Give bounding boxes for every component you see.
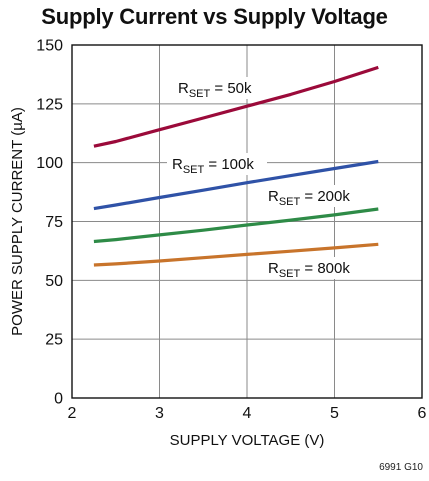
- series-label-1: RSET = 50k: [178, 80, 252, 100]
- labels: RSET = 50k RSET = 100k RSET = 200k RSET = 8…: [167, 77, 365, 280]
- x-tick-label: 5: [330, 405, 339, 422]
- series-label-bg: [173, 77, 263, 99]
- y-axis-title: POWER SUPPLY CURRENT (µA): [9, 107, 26, 336]
- y-tick-label: 25: [45, 332, 63, 349]
- axes: 2 3 4 5 6 0 25 50 75 100 125 150 SUPPLY VOLTAGE (V) P…: [9, 38, 427, 450]
- y-tick-label: 150: [36, 38, 63, 55]
- x-tick-label: 6: [418, 405, 427, 422]
- series-line-4: [93, 242, 379, 267]
- x-tick-label: 4: [243, 405, 252, 422]
- series-label-3: RSET = 200k: [268, 188, 350, 208]
- x-axis-title: SUPPLY VOLTAGE (V): [170, 432, 325, 449]
- series-line-1: [93, 65, 379, 148]
- figure-id: 6991 G10: [379, 462, 423, 473]
- series-label-2: RSET = 100k: [172, 156, 254, 176]
- x-tick-label: 3: [155, 405, 164, 422]
- series-layer: [93, 65, 379, 267]
- series-line-2: [93, 159, 379, 211]
- series-label-4: RSET = 800k: [268, 260, 350, 280]
- y-tick-label: 100: [36, 155, 63, 172]
- y-tick-label: 50: [45, 273, 63, 290]
- chart-title: Supply Current vs Supply Voltage: [41, 4, 388, 29]
- x-tick-label: 2: [68, 405, 77, 422]
- series-line-3: [93, 207, 379, 244]
- series-label-bg: [167, 153, 267, 175]
- y-tick-label: 0: [54, 391, 63, 408]
- plot-frame: [71, 44, 423, 399]
- series-label-bg: [263, 185, 365, 207]
- y-tick-label: 125: [36, 96, 63, 113]
- series-label-bg: [263, 257, 365, 279]
- y-tick-label: 75: [45, 214, 63, 231]
